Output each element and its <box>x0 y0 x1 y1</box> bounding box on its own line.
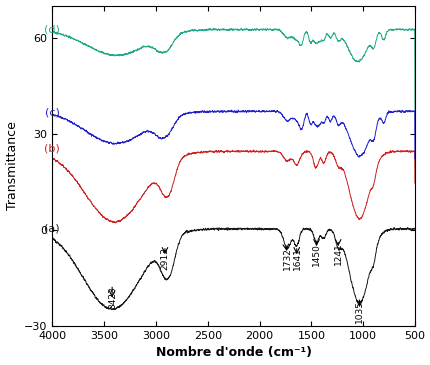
X-axis label: Nombre d'onde (cm⁻¹): Nombre d'onde (cm⁻¹) <box>155 346 311 360</box>
Text: 1732: 1732 <box>283 247 292 270</box>
Text: 1241: 1241 <box>333 243 342 265</box>
Text: 1450: 1450 <box>312 243 321 266</box>
Text: (b): (b) <box>44 143 59 153</box>
Text: 1035: 1035 <box>355 300 363 323</box>
Text: (d): (d) <box>43 24 59 35</box>
Text: (c): (c) <box>45 108 59 118</box>
Y-axis label: Transmittance: Transmittance <box>6 121 18 210</box>
Text: 3423: 3423 <box>108 286 117 309</box>
Text: (a): (a) <box>44 223 59 233</box>
Text: 1641: 1641 <box>292 247 301 270</box>
Text: 2913: 2913 <box>160 247 169 270</box>
